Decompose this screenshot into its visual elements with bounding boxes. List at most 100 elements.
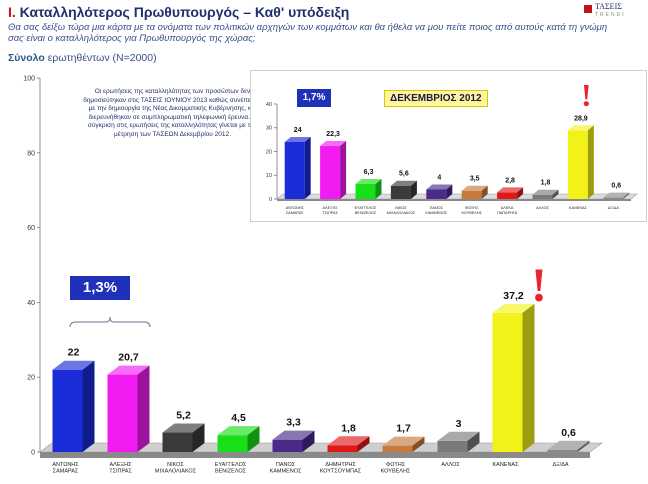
chart-floor-edge [277,199,631,201]
category-label: ΦΩΤΗΣ ΚΟΥΒΕΛΗΣ [381,462,411,475]
data-label: 0,6 [561,427,576,439]
data-label: 22 [68,347,80,359]
bar [567,125,594,199]
bar-top [320,141,347,147]
bar [162,423,205,452]
bar [497,187,524,199]
bar-top [547,440,590,450]
category-label: ΑΛΕΞΗΣ ΤΣΙΠΡΑΣ [322,206,338,215]
bar-front [327,445,358,452]
bar-front [532,194,553,199]
bar-top [437,431,480,441]
logo-mark-icon [584,5,592,13]
data-label: 28,9 [574,115,588,122]
bar-top [461,185,488,191]
category-label: ΠΑΝΟΣ ΚΑΜΜΕΝΟΣ [270,462,302,475]
data-label: 20,7 [118,352,139,364]
category-label: ΕΥΑΓΓΕΛΟΣ ΒΕΝΙΖΕΛΟΣ [215,462,247,475]
data-label: 3,3 [286,417,301,429]
data-label: 5,6 [399,171,409,178]
logo-sub: TRENDI [595,12,626,18]
bar [355,179,382,199]
bar-front [461,190,482,199]
data-label: 4,5 [231,412,246,424]
bar-front [355,184,376,199]
bar-top [272,430,315,440]
bar-top [382,436,425,446]
bar [461,185,488,199]
data-label: 37,2 [503,290,524,302]
bar-side [82,360,95,452]
bar-top [327,436,370,446]
bar [603,192,630,199]
data-label: 1,8 [541,180,551,187]
category-label: ΕΥΑΓΓΕΛΟΣ ΒΕΝΙΖΕΛΟΣ [355,206,377,215]
y-tick-label: 0 [31,449,35,456]
bar-front [390,185,411,199]
y-tick-label: 100 [23,75,35,82]
y-tick-label: 20 [266,149,272,155]
bar-front [426,189,447,199]
y-tick-label: 80 [27,150,35,157]
y-tick-label: 20 [27,375,35,382]
data-label: 3,5 [470,176,480,183]
inset-bar-chart: 0 10 20 30 40 24 ΑΝΤΩΝΗΣ ΣΑΜΑΡΑΣ 22,3 ΑΛΕΞΗΣ ΤΣΙΠΡ… [266,102,638,215]
bar-front [497,192,518,199]
bar [532,189,559,199]
title-number: I. [8,4,16,20]
category-label: ΑΝΤΩΝΗΣ ΣΑΜΑΡΑΣ [52,462,79,475]
bar-front [162,432,193,452]
bar-side [357,436,370,452]
inset-difference-badge: 1,7% [297,89,331,107]
bar [284,137,311,199]
y-tick-label: 0 [269,197,272,203]
bar-side [192,423,205,452]
bar-front [272,439,303,452]
bar-top [426,184,453,190]
category-label: ΚΑΝΕΝΑΣ [492,462,519,468]
category-label: ΝΙΚΟΣ ΜΙΧΑΛΟΛΙΑΚΟΣ [387,206,416,215]
bar-top [355,179,382,185]
bar-side [340,141,347,199]
y-tick-label: 40 [266,102,272,108]
y-tick-label: 30 [266,126,272,132]
data-label: 0,6 [611,183,621,190]
bar-top [603,192,630,198]
bar-front [437,440,468,452]
bar-front [567,130,588,199]
bar [217,426,260,452]
bar [426,184,453,199]
data-label: 1,7 [396,423,411,435]
bar-side [410,180,417,199]
data-label: 22,3 [326,131,340,138]
logo-name: ΤΑΣΕΙΣ [595,2,622,11]
main-exclamation-icon: ! [531,259,547,312]
bar-front [217,435,248,452]
bar-side [587,125,594,199]
bar-top [567,125,594,131]
main-difference-badge: 1,3% [70,276,130,300]
bar-side [552,189,559,199]
bar-top [497,187,524,193]
category-label: ΝΙΚΟΣ ΜΙΧΑΛΟΛΙΑΚΟΣ [155,462,197,475]
bar-front [52,369,83,452]
bar [390,180,417,199]
sample-label: Σύνολο [8,52,45,64]
bar-side [446,184,453,199]
chart-floor-edge [40,452,590,458]
category-label: ΔΞ/ΔΑ [552,462,568,468]
methodology-note: Οι ερωτήσεις της καταλληλότητας των προσ… [83,88,262,138]
tasis-logo: ΤΑΣΕΙΣ TRENDI [584,2,640,22]
bar [107,365,150,452]
category-label: ΔΞ/ΔΑ [608,206,620,210]
data-label: 3 [456,418,462,430]
bar-front [284,142,305,199]
bar-top [217,426,260,436]
bar [437,431,480,452]
bar-front [547,449,578,452]
bar-side [577,440,590,452]
bar-side [375,179,382,199]
title-text: Καταλληλότερος Πρωθυπουργός – Καθ' υπόδε… [19,4,350,20]
bar-top [52,360,95,370]
